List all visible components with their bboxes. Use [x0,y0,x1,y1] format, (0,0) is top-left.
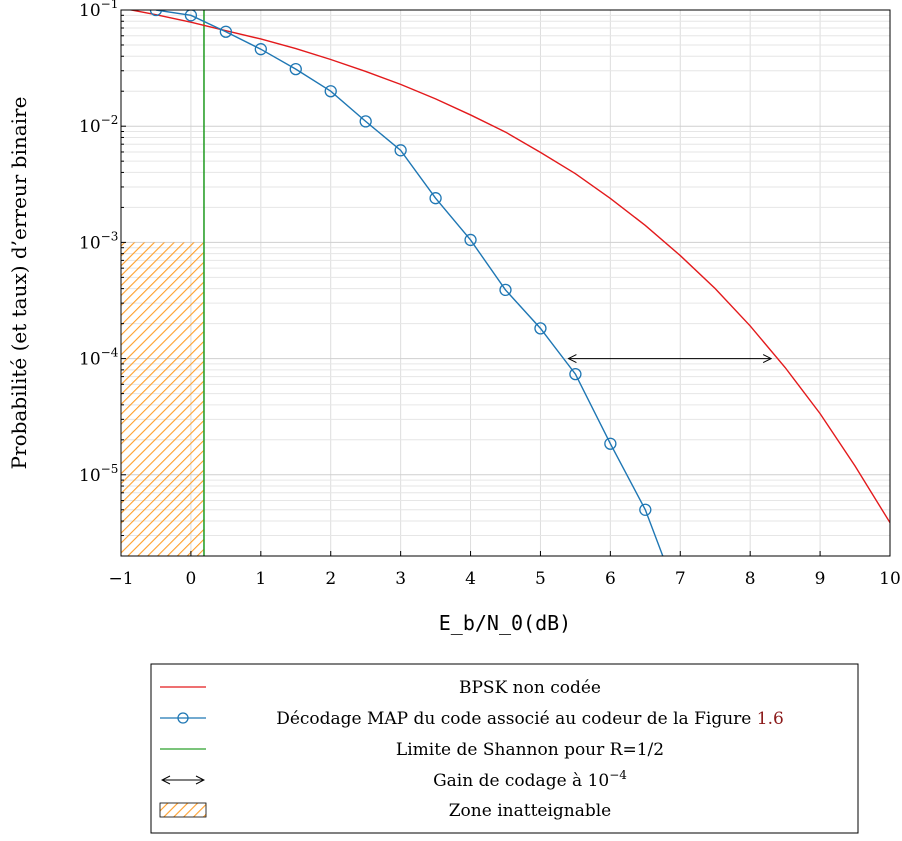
x-axis-label: E_b/N_0(dB) [439,611,571,635]
y-tick-label: 10−3 [79,229,118,253]
y-tick-label: 10−2 [79,113,118,137]
series-point-1 [604,437,617,450]
legend-box [150,663,859,834]
ticks: −1 0 1 2 3 4 5 6 7 8 9 10 10−1 10−2 10−3 10−4 10−5 [79,0,901,589]
y-tick-label: 10−4 [79,346,119,370]
legend-label-map-ref[interactable]: 1.6 [757,709,784,729]
series-point-1 [359,115,372,128]
x-axis-label-text: E_b/N_0(dB) [439,611,571,635]
series-point-1 [569,367,582,381]
x-tick-label: 3 [395,569,406,589]
legend-swatch-map-marker [177,712,189,724]
series-point-1 [499,283,512,297]
x-tick-label: 5 [535,569,546,589]
unreachable-zone [121,10,205,556]
legend-label-map: Décodage MAP du code associé au codeur d… [276,709,784,729]
y-axis-label: Probabilité (et taux) d’erreur binaire [7,97,31,470]
series-point-1 [464,233,477,247]
series-line-0 [127,10,890,524]
x-tick-label: −1 [108,569,133,589]
legend: BPSK non codée Décodage MAP du code asso… [150,663,859,834]
series-line-1 [155,10,664,556]
y-tick-label: 10−1 [79,0,118,21]
x-tick-label: 2 [325,569,336,589]
x-tick-label: 4 [465,569,476,589]
x-tick-label: 10 [879,569,901,589]
x-tick-label: 7 [675,569,686,589]
legend-label-zone: Zone inatteignable [449,801,612,821]
unreachable-zone-fill [121,242,204,556]
series-point-1 [429,192,442,205]
legend-label-gain: Gain de codage à 10−4 [433,768,627,791]
series-layer [127,10,890,556]
x-tick-label: 1 [255,569,266,589]
series-point-1 [219,25,233,38]
series-point-1 [534,322,547,335]
series-point-1 [149,10,163,17]
series-point-1 [324,85,337,98]
legend-label-bpsk: BPSK non codée [459,678,601,698]
legend-label-shannon: Limite de Shannon pour R=1/2 [396,740,664,760]
legend-label-map-text: Décodage MAP du code associé au codeur d… [276,709,757,729]
series-point-1 [184,10,198,22]
legend-label-gain-text: Gain de codage à 10 [433,771,609,791]
x-tick-label: 8 [745,569,756,589]
plot-frame [120,9,891,557]
x-tick-label: 9 [815,569,826,589]
x-tick-label: 0 [185,569,196,589]
grid [120,9,891,557]
legend-swatch-zone [159,802,207,818]
series-point-1 [289,62,302,76]
series-point-1 [254,43,267,56]
series-point-1 [394,144,407,157]
legend-label-gain-exp: −4 [609,768,627,782]
x-tick-label: 6 [605,569,616,589]
y-tick-label: 10−5 [79,462,118,486]
series-point-1 [639,503,652,516]
